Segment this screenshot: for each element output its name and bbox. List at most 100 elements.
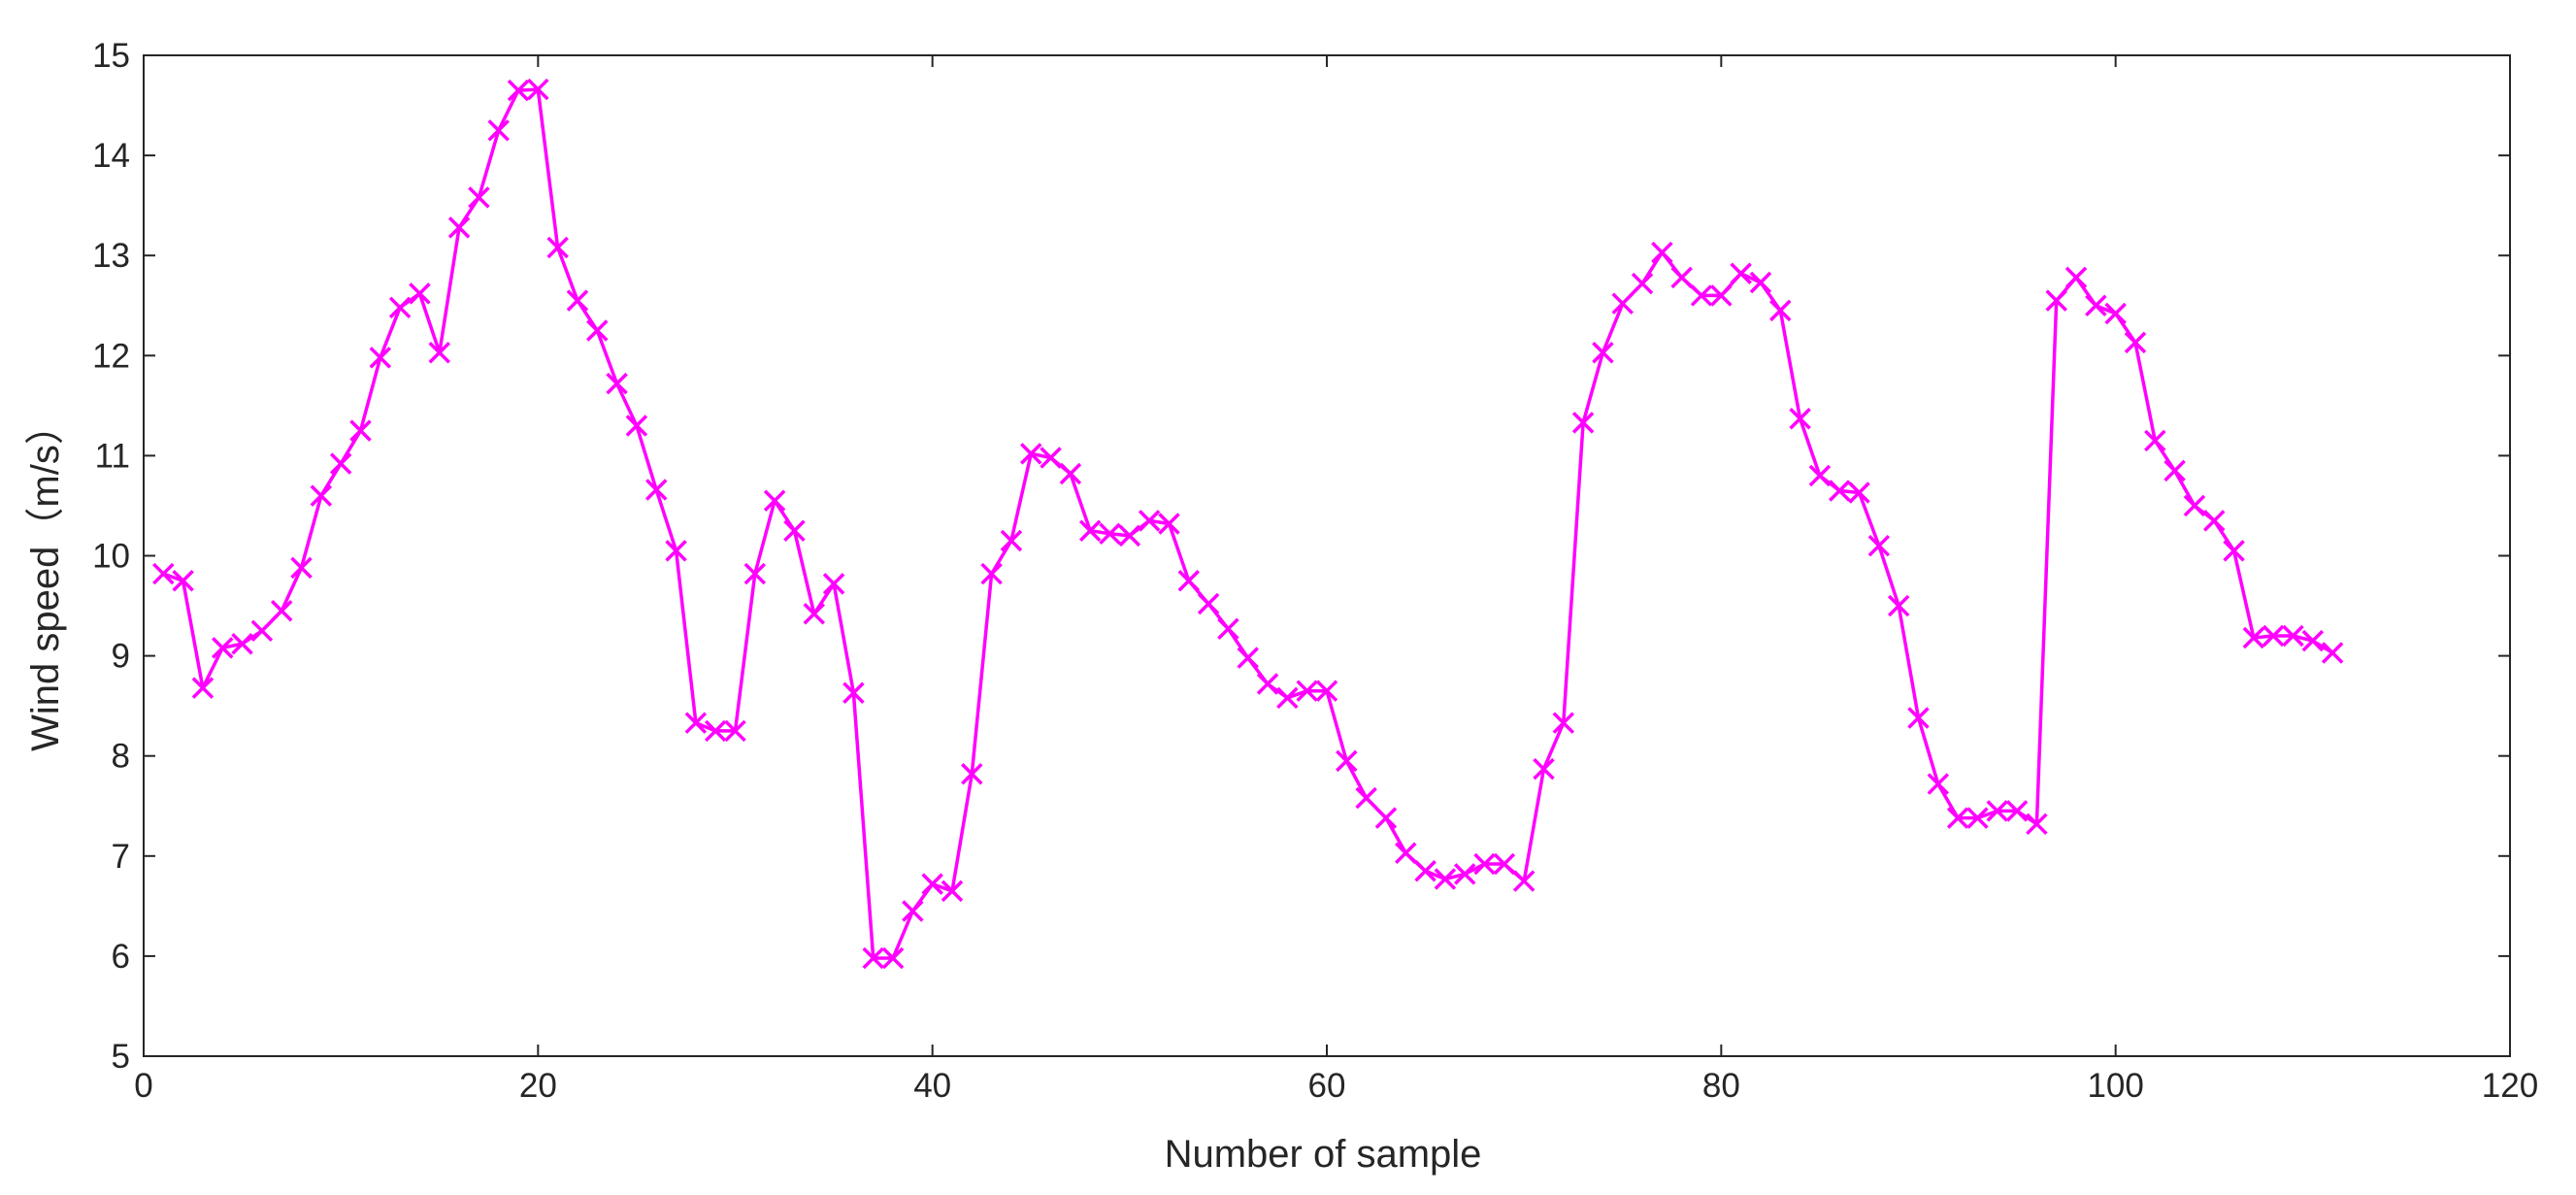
- data-point-marker: [1730, 262, 1752, 284]
- data-point-marker: [2005, 800, 2029, 822]
- data-point-marker: [2321, 642, 2344, 664]
- data-point-marker: [566, 289, 589, 312]
- data-point-marker: [704, 719, 727, 743]
- y-tick-label: 9: [112, 638, 130, 676]
- data-point-marker: [310, 484, 333, 507]
- data-point-marker: [2085, 294, 2107, 316]
- data-point-marker: [684, 712, 708, 734]
- data-point-marker: [1552, 712, 1575, 734]
- data-point-marker: [1986, 800, 2009, 822]
- axes: 0 20 40 60 80 100 120 5 6 7 8 9 10 11 12 13 14 15: [92, 37, 2538, 1105]
- data-point-marker: [2045, 289, 2067, 312]
- data-point-marker: [783, 519, 806, 542]
- data-point-marker: [724, 719, 746, 743]
- data-point-marker: [329, 452, 352, 475]
- data-point-marker: [941, 880, 964, 903]
- y-tick-label: 8: [112, 738, 130, 776]
- x-tick-label: 40: [913, 1067, 951, 1105]
- series-line: [162, 87, 2334, 960]
- data-point-marker: [172, 570, 194, 592]
- x-tick-label: 0: [134, 1067, 152, 1105]
- x-tick-label: 80: [1702, 1067, 1740, 1105]
- data-point-marker: [270, 599, 293, 622]
- data-point-marker: [349, 419, 372, 442]
- data-point-marker: [1927, 773, 1950, 795]
- data-point-marker: [212, 637, 234, 659]
- y-tick-label: 10: [92, 538, 130, 576]
- data-point-marker: [2282, 624, 2304, 647]
- data-point-marker: [1887, 594, 1910, 617]
- data-point-marker: [1789, 408, 1811, 430]
- data-point-marker: [1512, 870, 1536, 892]
- data-point-marker: [487, 119, 510, 142]
- data-point-marker: [586, 319, 609, 342]
- data-point-marker: [2163, 459, 2186, 482]
- data-point-marker: [1237, 647, 1259, 669]
- data-point-marker: [468, 186, 490, 209]
- data-point-marker: [152, 562, 175, 585]
- data-point-marker: [1946, 807, 1969, 829]
- x-tick-label: 100: [2087, 1067, 2143, 1105]
- data-point-marker: [1355, 786, 1377, 810]
- x-tick-label: 20: [519, 1067, 557, 1105]
- data-point-marker: [1078, 519, 1102, 542]
- data-point-marker: [1828, 480, 1851, 502]
- data-point-marker: [1395, 842, 1417, 864]
- x-tick-label: 60: [1308, 1067, 1346, 1105]
- data-point-marker: [527, 78, 549, 101]
- data-point-marker: [1670, 266, 1693, 289]
- data-point-marker: [2223, 540, 2245, 562]
- data-point-marker: [881, 946, 905, 970]
- data-point-marker: [1059, 462, 1082, 485]
- data-point-marker: [1769, 299, 1792, 322]
- data-point-marker: [606, 372, 628, 395]
- data-point-marker: [1808, 464, 1832, 487]
- data-point-marker: [1315, 680, 1338, 702]
- data-point-marker: [2144, 429, 2166, 452]
- data-point-marker: [1374, 807, 1398, 829]
- data-point-marker: [1533, 757, 1555, 780]
- data-point-marker: [191, 677, 215, 699]
- data-point-marker: [1336, 749, 1358, 773]
- x-tick-label: 120: [2482, 1067, 2538, 1105]
- data-point-marker: [1907, 707, 1930, 729]
- data-point-marker: [546, 236, 569, 259]
- y-axis-title: Wind speed（m/s）: [24, 406, 67, 751]
- data-point-marker: [1690, 284, 1713, 307]
- data-point-marker: [2026, 813, 2048, 836]
- data-point-marker: [388, 296, 412, 319]
- data-point-marker: [1020, 443, 1042, 465]
- data-point-marker: [1276, 686, 1299, 710]
- data-point-marker: [1158, 513, 1180, 535]
- data-point-marker: [842, 681, 865, 704]
- y-tick-label: 7: [112, 838, 130, 876]
- data-point-marker: [2262, 624, 2285, 647]
- x-axis-title: Number of sample: [1165, 1133, 1482, 1176]
- data-point-marker: [1848, 481, 1870, 504]
- data-point-marker: [862, 946, 884, 970]
- data-point-marker: [2064, 266, 2088, 289]
- y-tick-label: 6: [112, 938, 130, 976]
- y-tick-label: 5: [112, 1038, 130, 1076]
- data-point-marker: [763, 489, 786, 513]
- data-point-marker: [902, 900, 924, 922]
- data-point-marker: [1099, 522, 1121, 546]
- data-point-marker: [2203, 510, 2226, 532]
- data-point-marker: [1571, 412, 1595, 434]
- data-point-marker: [961, 763, 983, 785]
- plot-frame: [143, 54, 2511, 1057]
- data-point-marker: [2242, 626, 2265, 649]
- data-point-marker: [1256, 673, 1279, 695]
- data-point-marker: [1631, 272, 1654, 295]
- data-point-marker: [369, 347, 392, 369]
- data-point-marker: [231, 632, 253, 655]
- y-tick-label: 12: [92, 337, 130, 375]
- data-point-marker: [1867, 534, 1891, 557]
- data-point-marker: [1493, 852, 1516, 876]
- data-point-marker: [1611, 292, 1634, 315]
- data-point-marker: [625, 415, 648, 437]
- data-point-marker: [1966, 807, 1989, 829]
- data-point-marker: [250, 619, 274, 643]
- data-point-marker: [1217, 617, 1239, 641]
